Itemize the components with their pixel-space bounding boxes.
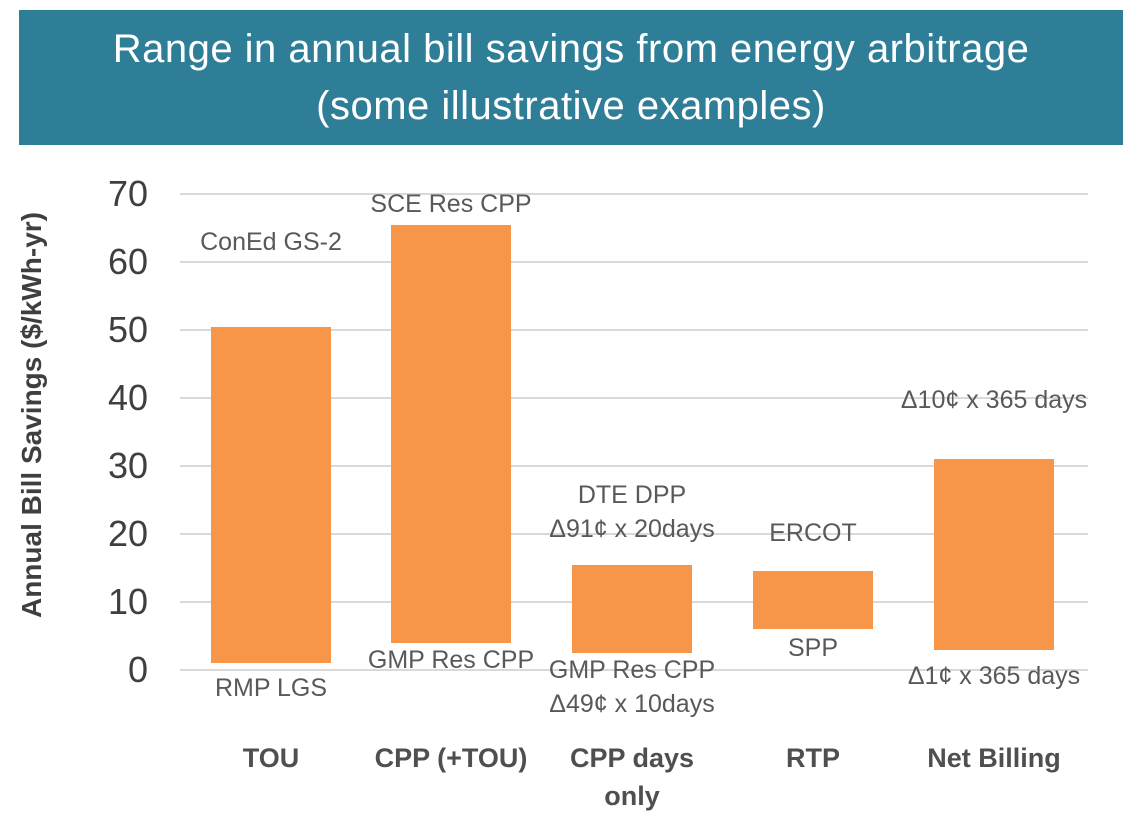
category-label-RTP: RTP <box>786 743 840 773</box>
bar-low-label: SPP <box>787 634 839 662</box>
bar-high-label: ConEd GS-2 <box>200 228 342 256</box>
banner-title-line2: (some illustrative examples) <box>316 83 826 128</box>
title-banner: Range in annual bill savings from energy… <box>19 10 1123 145</box>
bar-high-label: DTE DPP Δ91¢ x 20days <box>549 481 715 543</box>
bar-low-label: GMP Res CPP <box>367 646 535 674</box>
bar-RTP <box>753 571 873 630</box>
y-tick-label-60: 60 <box>107 241 148 282</box>
bar-low-label: RMP LGS <box>214 674 328 702</box>
gridline-0 <box>180 669 1088 671</box>
bar-CPP (+TOU) <box>391 224 511 643</box>
bar-high-label: ERCOT <box>769 519 857 547</box>
y-tick-label-0: 0 <box>127 649 148 690</box>
category-label-CPP days only: CPP days only <box>569 743 695 811</box>
bar-low-label: GMP Res CPP Δ49¢ x 10days <box>548 656 716 718</box>
bar-low-label: Δ1¢ x 365 days <box>907 662 1081 690</box>
y-tick-label-20: 20 <box>107 513 148 554</box>
y-tick-label-10: 10 <box>107 581 148 622</box>
banner-title-line1: Range in annual bill savings from energy… <box>112 26 1030 71</box>
bar-Net Billing <box>934 459 1054 650</box>
category-label-CPP (+TOU): CPP (+TOU) <box>374 743 528 773</box>
bar-high-label: Δ10¢ x 365 days <box>900 386 1088 414</box>
gridline-20 <box>180 533 1088 535</box>
gridline-50 <box>180 329 1088 331</box>
category-label-TOU: TOU <box>242 743 300 773</box>
bar-high-label: SCE Res CPP <box>370 190 532 218</box>
category-label-Net Billing: Net Billing <box>927 743 1061 773</box>
bar-chart: Annual Bill Savings ($/kWh-yr) 0 10 20 30 40… <box>0 145 1142 838</box>
gridline-30 <box>180 465 1088 467</box>
bar-TOU <box>211 326 331 664</box>
y-tick-label-30: 30 <box>107 445 148 486</box>
y-tick-label-70: 70 <box>107 173 148 214</box>
gridline-70 <box>180 193 1088 195</box>
gridline-40 <box>180 397 1088 399</box>
bar-CPP days only <box>572 564 692 653</box>
y-tick-label-40: 40 <box>107 377 148 418</box>
plot-area: 0 10 20 30 40 50 60 70 ConEd GS-2 RMP LGS TOU SCE R… <box>0 145 1142 838</box>
y-tick-label-50: 50 <box>107 309 148 350</box>
gridline-60 <box>180 261 1088 263</box>
